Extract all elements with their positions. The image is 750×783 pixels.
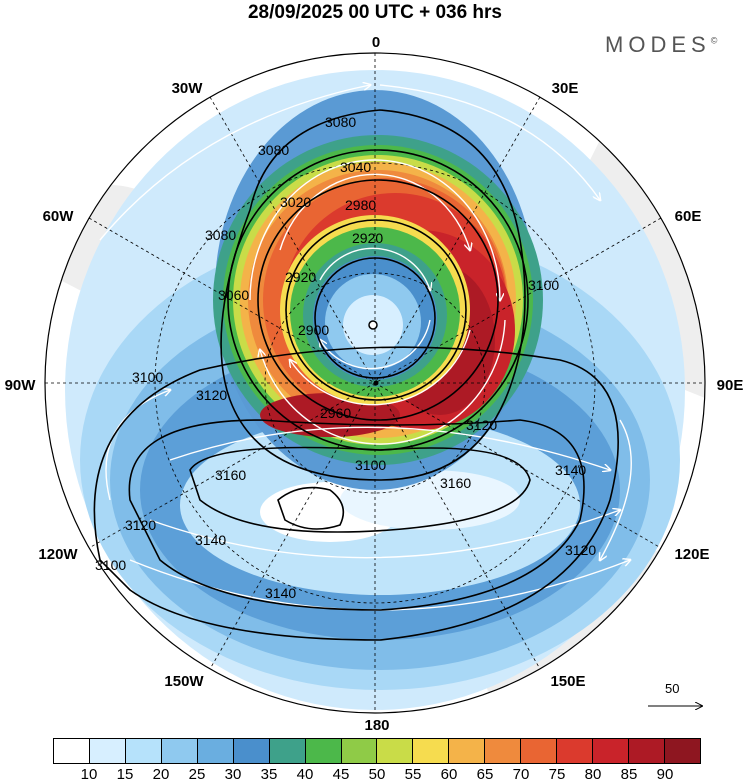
contour-label: 2960	[320, 405, 351, 421]
contour-label: 3140	[265, 585, 296, 601]
map-title: 28/09/2025 00 UTC + 036 hrs	[247, 2, 503, 23]
colorbar-swatch	[89, 739, 126, 763]
colorbar-tick-label: 90	[656, 766, 674, 783]
contour-label: 2980	[345, 197, 376, 213]
colorbar-tick-label: 80	[584, 766, 602, 783]
contour-label: 3080	[325, 114, 356, 130]
contour-label: 3080	[258, 142, 289, 158]
reference-vector-label: 50	[665, 681, 680, 696]
colorbar	[53, 738, 701, 764]
colorbar-tick-label: 85	[620, 766, 638, 783]
colorbar-swatch	[54, 739, 90, 763]
colorbar-tick-label: 70	[512, 766, 530, 783]
meridian-label: 60W	[43, 208, 75, 225]
colorbar-swatch	[341, 739, 378, 763]
contour-label: 3060	[218, 287, 249, 303]
colorbar-swatch	[233, 739, 270, 763]
meridian-label: 0	[372, 34, 380, 51]
colorbar-swatch	[664, 739, 700, 763]
meridian-label: 90E	[717, 377, 744, 394]
colorbar-swatch	[305, 739, 342, 763]
colorbar-tick-label: 50	[368, 766, 386, 783]
colorbar-tick-label: 35	[260, 766, 278, 783]
colorbar-tick-label: 75	[548, 766, 566, 783]
meridian-label: 30W	[172, 80, 204, 97]
colorbar-swatch	[377, 739, 414, 763]
colorbar-swatch	[197, 739, 234, 763]
contour-label: 2920	[352, 230, 383, 246]
colorbar-tick-label: 55	[404, 766, 422, 783]
center-dot	[373, 380, 379, 386]
contour-label: 3140	[195, 532, 226, 548]
colorbar-tick-label: 10	[80, 766, 98, 783]
contour-label: 2900	[298, 322, 329, 338]
contour-label-group: 3080 3080 3040 3020 2980 2920 2920 3080 …	[95, 114, 596, 601]
contour-label: 3080	[205, 227, 236, 243]
colorbar-swatch	[413, 739, 450, 763]
polar-map: 3080 3080 3040 3020 2980 2920 2920 3080 …	[5, 34, 744, 734]
contour-label: 3100	[528, 277, 559, 293]
contour-label: 3140	[555, 462, 586, 478]
colorbar-tick-label: 20	[152, 766, 170, 783]
meridian-label: 30E	[552, 80, 579, 97]
contour-label: 3120	[125, 517, 156, 533]
meridian-label: 180	[364, 717, 389, 734]
meridian-label: 150W	[164, 673, 204, 690]
contour-label: 3040	[340, 159, 371, 175]
colorbar-swatch	[629, 739, 665, 763]
contour-label: 3100	[132, 369, 163, 385]
meridian-label: 120W	[38, 546, 78, 563]
meridian-label: 150E	[550, 673, 585, 690]
wind-streamlines	[99, 85, 631, 611]
colorbar-swatch	[449, 739, 486, 763]
colorbar-swatch	[269, 739, 306, 763]
contour-label: 3120	[565, 542, 596, 558]
pole-marker	[368, 320, 378, 330]
colorbar-tick-label: 15	[116, 766, 134, 783]
map-boundary	[44, 52, 706, 714]
colorbar-swatch	[125, 739, 162, 763]
meridian-label: 120E	[674, 546, 709, 563]
colorbar-swatch	[557, 739, 594, 763]
meridian-label: 90W	[5, 377, 37, 394]
height-contours	[93, 109, 619, 641]
colorbar-swatch	[521, 739, 558, 763]
brand-logo: MODES©	[605, 32, 718, 57]
colorbar-tick-label: 30	[224, 766, 242, 783]
meridian-label: 60E	[675, 208, 702, 225]
contour-label: 3160	[215, 467, 246, 483]
colorbar-tick-label: 45	[332, 766, 350, 783]
colorbar-tick-label: 60	[440, 766, 458, 783]
meridian-labels: 0 30E 60E 90E 120E 150E 180 150W 120W 90…	[5, 34, 744, 734]
colorbar-swatch	[485, 739, 522, 763]
contour-label: 3120	[466, 417, 497, 433]
colorbar-tick-label: 40	[296, 766, 314, 783]
contour-label: 3020	[280, 194, 311, 210]
colorbar-tick-label: 65	[476, 766, 494, 783]
contour-label: 3120	[196, 387, 227, 403]
colorbar-swatch	[593, 739, 629, 763]
contour-label: 3100	[355, 457, 386, 473]
contour-label: 2920	[285, 269, 316, 285]
contour-label: 3160	[440, 475, 471, 491]
colorbar-tick-label: 25	[188, 766, 206, 783]
colorbar-swatch	[161, 739, 198, 763]
